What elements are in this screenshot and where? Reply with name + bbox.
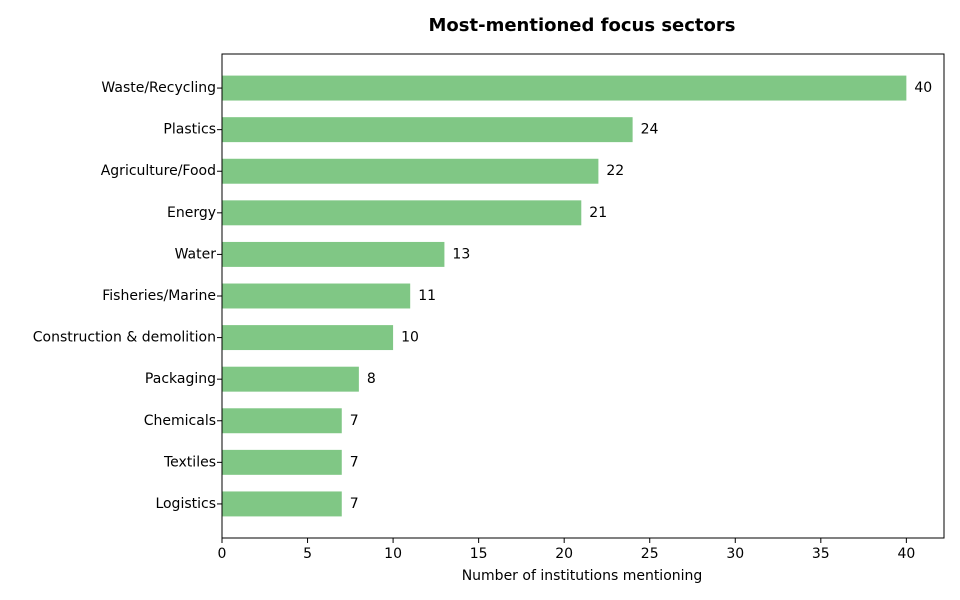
data-label: 7 [350,454,359,470]
x-tick-label: 25 [641,546,659,562]
x-tick-label: 10 [384,546,402,562]
y-tick-label: Textiles [163,454,216,470]
x-tick-label: 30 [726,546,744,562]
data-label: 21 [589,205,607,221]
y-tick-label: Packaging [145,371,216,387]
x-tick-label: 35 [812,546,830,562]
data-label: 10 [401,330,419,346]
chart-title: Most-mentioned focus sectors [429,15,736,36]
bar [222,491,342,517]
bar [222,200,582,226]
y-tick-label: Waste/Recycling [101,80,216,96]
y-tick-label: Logistics [155,496,216,512]
data-label: 7 [350,496,359,512]
data-label: 7 [350,413,359,429]
bar [222,241,445,267]
y-tick-label: Chemicals [144,413,216,429]
bar [222,158,599,184]
plot-frame [221,53,945,539]
x-tick-label: 5 [303,546,312,562]
x-tick-label: 15 [470,546,488,562]
x-tick-label: 40 [897,546,915,562]
y-tick-label: Construction & demolition [33,330,216,346]
data-label: 40 [914,80,932,96]
x-tick-label: 0 [218,546,227,562]
data-label: 22 [606,163,624,179]
bar [222,366,359,392]
data-label: 8 [367,371,376,387]
data-label: 24 [641,122,659,138]
bar [222,325,394,351]
y-tick-label: Fisheries/Marine [102,288,216,304]
y-tick-label: Plastics [163,122,216,138]
data-label: 11 [418,288,436,304]
bar [222,408,342,434]
y-tick-label: Agriculture/Food [101,163,216,179]
bar [222,75,907,101]
bar [222,449,342,475]
y-tick-label: Energy [167,205,216,221]
bar [222,283,411,309]
data-label: 13 [452,246,470,262]
bar [222,117,633,143]
x-tick-label: 20 [555,546,573,562]
y-tick-label: Water [175,246,217,262]
x-axis-label: Number of institutions mentioning [462,568,703,584]
